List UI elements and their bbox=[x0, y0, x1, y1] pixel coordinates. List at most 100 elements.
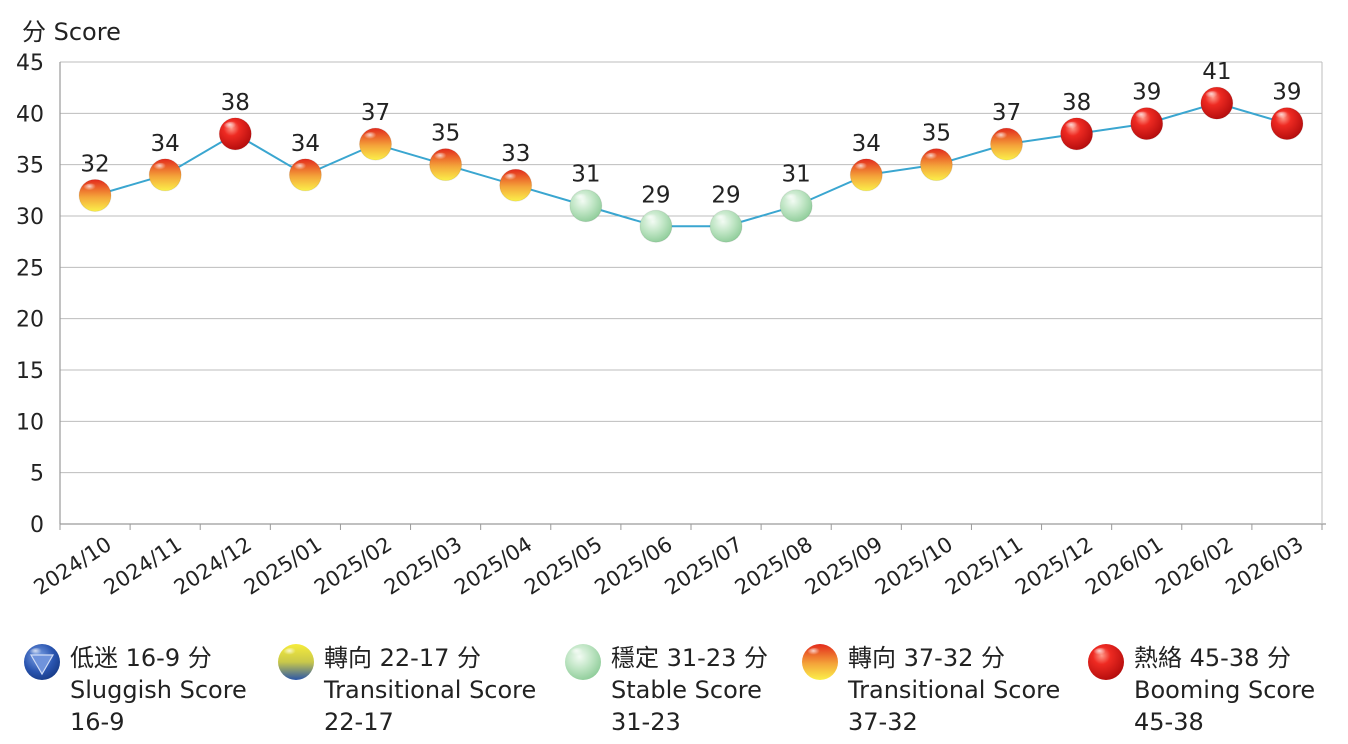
marker-highlight bbox=[503, 173, 520, 184]
green-sphere-icon bbox=[565, 644, 601, 680]
x-tick-label: 2025/09 bbox=[801, 532, 887, 600]
x-tick-label: 2025/02 bbox=[310, 532, 396, 600]
data-label: 32 bbox=[80, 151, 109, 177]
data-label: 35 bbox=[431, 121, 460, 147]
x-tick-label: 2025/06 bbox=[590, 532, 676, 600]
x-tick-label: 2025/04 bbox=[450, 532, 536, 600]
legend: 低迷 16-9 分 Sluggish Score 16-9 轉向 22-17 分… bbox=[0, 642, 1348, 742]
y-tick-label: 20 bbox=[16, 308, 44, 333]
marker-highlight bbox=[643, 214, 660, 225]
legend-item-booming: 熱絡 45-38 分 Booming Score 45-38 bbox=[1086, 642, 1315, 738]
x-tick-label: 2026/03 bbox=[1221, 532, 1307, 600]
data-point-transitional-high bbox=[78, 178, 112, 212]
data-point-transitional-high bbox=[288, 158, 322, 192]
data-label: 38 bbox=[221, 90, 250, 116]
data-label: 34 bbox=[291, 131, 320, 157]
red-sphere-icon bbox=[1088, 644, 1124, 680]
yellow-blue-sphere-icon bbox=[278, 644, 314, 680]
y-tick-label: 0 bbox=[30, 513, 44, 538]
legend-label-zh: 轉向 22-17 分 bbox=[324, 644, 481, 672]
legend-label-en: Transitional Score bbox=[324, 676, 537, 704]
legend-label-zh: 低迷 16-9 分 bbox=[70, 644, 212, 672]
legend-label-en: Booming Score bbox=[1134, 676, 1316, 704]
data-label: 31 bbox=[571, 162, 600, 188]
marker-highlight bbox=[1064, 121, 1081, 132]
data-label: 37 bbox=[361, 100, 390, 126]
marker-highlight bbox=[293, 162, 310, 173]
data-label: 29 bbox=[711, 182, 740, 208]
legend-label-zh: 轉向 37-32 分 bbox=[848, 644, 1005, 672]
data-point-stable bbox=[709, 209, 743, 243]
data-label: 35 bbox=[922, 121, 951, 147]
marker-highlight bbox=[854, 162, 871, 173]
marker-highlight bbox=[573, 193, 590, 204]
x-tick-label: 2025/07 bbox=[661, 532, 747, 600]
legend-label-en: Transitional Score bbox=[848, 676, 1061, 704]
marker-highlight bbox=[153, 162, 170, 173]
x-tick-label: 2025/03 bbox=[380, 532, 466, 600]
legend-item-stable: 穩定 31-23 分 Stable Score 31-23 bbox=[563, 642, 768, 738]
legend-label-en: Sluggish Score bbox=[70, 676, 247, 704]
data-point-booming bbox=[218, 117, 252, 151]
data-point-transitional-high bbox=[499, 168, 533, 202]
x-tick-label: 2025/01 bbox=[240, 532, 326, 600]
x-tick-label: 2024/12 bbox=[170, 532, 256, 600]
y-tick-label: 25 bbox=[16, 256, 44, 281]
x-tick-label: 2025/10 bbox=[871, 532, 957, 600]
legend-range: 45-38 bbox=[1134, 708, 1204, 736]
data-point-stable bbox=[639, 209, 673, 243]
x-tick-label: 2024/11 bbox=[100, 532, 186, 600]
x-tick-label: 2025/08 bbox=[731, 532, 817, 600]
x-tick-label: 2026/02 bbox=[1151, 532, 1237, 600]
data-point-transitional-high bbox=[849, 158, 883, 192]
x-axis-ticks: 2024/102024/112024/122025/012025/022025/… bbox=[30, 532, 1308, 600]
x-tick-label: 2025/05 bbox=[520, 532, 606, 600]
data-point-booming bbox=[1200, 86, 1234, 120]
data-point-transitional-high bbox=[148, 158, 182, 192]
data-label: 34 bbox=[852, 131, 881, 157]
y-tick-label: 45 bbox=[16, 51, 44, 76]
data-label: 29 bbox=[641, 182, 670, 208]
y-tick-label: 5 bbox=[30, 462, 44, 487]
data-point-booming bbox=[1130, 107, 1164, 141]
data-points bbox=[78, 86, 1304, 243]
axes bbox=[59, 62, 1326, 530]
data-point-transitional-high bbox=[919, 148, 953, 182]
legend-range: 22-17 bbox=[324, 708, 394, 736]
legend-item-transitional-low: 轉向 22-17 分 Transitional Score 22-17 bbox=[276, 642, 536, 738]
grid-lines bbox=[60, 61, 1322, 474]
marker-highlight bbox=[1274, 111, 1291, 122]
data-label: 39 bbox=[1132, 80, 1161, 106]
marker-highlight bbox=[363, 132, 380, 143]
data-labels: 32 34 38 34 37 35 33 31 29 29 31 34 35 37 38 39 41 39 bbox=[80, 59, 1301, 208]
marker-highlight bbox=[784, 193, 801, 204]
legend-range: 16-9 bbox=[70, 708, 125, 736]
x-tick-label: 2026/01 bbox=[1081, 532, 1167, 600]
y-tick-label: 30 bbox=[16, 205, 44, 230]
x-tick-label: 2024/10 bbox=[30, 532, 116, 600]
data-point-transitional-high bbox=[990, 127, 1023, 161]
legend-label-zh: 熱絡 45-38 分 bbox=[1134, 644, 1291, 672]
red-yellow-sphere-icon bbox=[802, 644, 838, 680]
data-label: 34 bbox=[151, 131, 180, 157]
data-label: 37 bbox=[992, 100, 1021, 126]
data-point-stable bbox=[569, 189, 603, 223]
marker-highlight bbox=[83, 183, 100, 194]
legend-item-transitional-high: 轉向 37-32 分 Transitional Score 37-32 bbox=[800, 642, 1060, 738]
blue-triangle-sphere-icon bbox=[24, 644, 60, 680]
data-point-booming bbox=[1060, 117, 1094, 151]
y-tick-label: 10 bbox=[16, 410, 44, 435]
marker-highlight bbox=[1134, 111, 1151, 122]
y-axis-title: 分 Score bbox=[22, 18, 121, 46]
legend-label-en: Stable Score bbox=[611, 676, 762, 704]
marker-highlight bbox=[924, 152, 941, 163]
legend-range: 31-23 bbox=[611, 708, 681, 736]
legend-label-zh: 穩定 31-23 分 bbox=[611, 644, 768, 672]
data-label: 41 bbox=[1202, 59, 1231, 85]
legend-item-sluggish: 低迷 16-9 分 Sluggish Score 16-9 bbox=[22, 642, 247, 738]
marker-highlight bbox=[714, 214, 731, 225]
y-axis-ticks: 0 5 10 15 20 25 30 35 40 45 bbox=[16, 51, 44, 538]
marker-highlight bbox=[433, 152, 450, 163]
y-tick-label: 15 bbox=[16, 359, 44, 384]
